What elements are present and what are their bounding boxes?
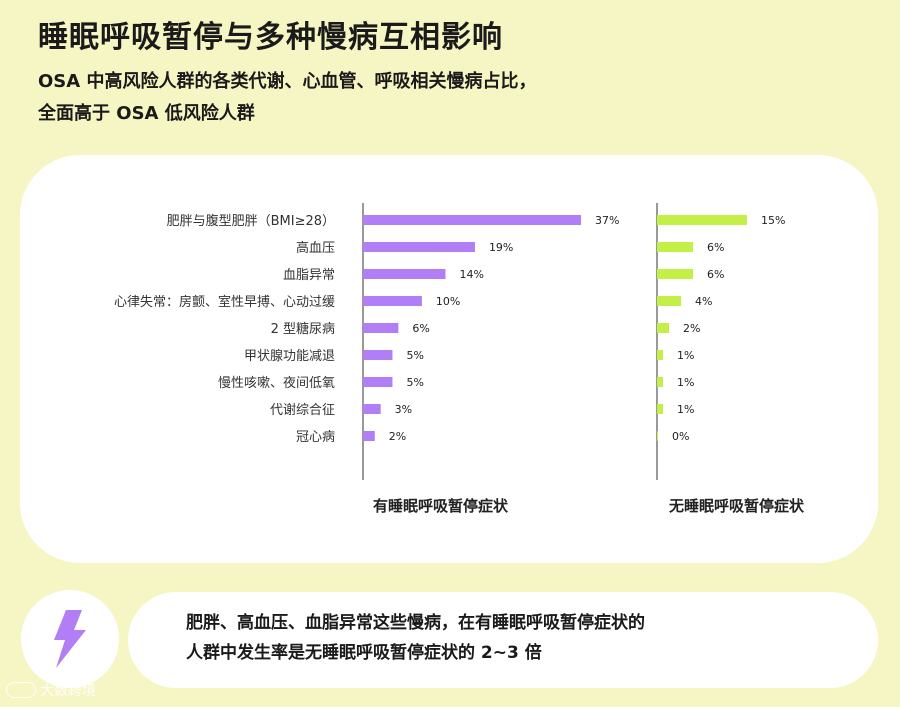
- category-label: 高血压: [296, 240, 335, 256]
- lightning-icon: [54, 610, 86, 668]
- data-label-series-1: 19%: [489, 241, 513, 254]
- watermark-logo-icon: [6, 682, 36, 698]
- footer-line-1: 肥胖、高血压、血脂异常这些慢病，在有睡眠呼吸暂停症状的: [186, 613, 645, 633]
- bar-series-2: [657, 242, 693, 252]
- data-label-series-2: 0%: [672, 430, 689, 443]
- footer-note: 肥胖、高血压、血脂异常这些慢病，在有睡眠呼吸暂停症状的 人群中发生率是无睡眠呼吸…: [128, 592, 878, 688]
- bar-series-1: [363, 269, 446, 279]
- data-label-series-1: 5%: [406, 349, 423, 362]
- footer-icon-circle: [21, 590, 119, 688]
- category-label: 冠心病: [296, 430, 335, 445]
- bar-series-1: [363, 242, 475, 252]
- watermark: 大数跨境: [6, 680, 96, 700]
- subtitle-line-1: OSA 中高风险人群的各类代谢、心血管、呼吸相关慢病占比，: [38, 71, 537, 92]
- data-label-series-2: 4%: [695, 295, 712, 308]
- bar-series-2: [657, 323, 669, 333]
- data-label-series-2: 6%: [707, 241, 724, 254]
- category-label: 肥胖与腹型肥胖（BMI≥28）: [167, 213, 335, 229]
- category-label: 慢性咳嗽、夜间低氧: [218, 375, 335, 391]
- page-subtitle: OSA 中高风险人群的各类代谢、心血管、呼吸相关慢病占比， 全面高于 OSA 低…: [38, 66, 536, 130]
- data-label-series-1: 10%: [436, 295, 460, 308]
- data-label-series-1: 3%: [395, 403, 412, 416]
- data-label-series-2: 1%: [677, 403, 694, 416]
- page-title: 睡眠呼吸暂停与多种慢病互相影响: [38, 20, 503, 55]
- category-label: 2 型糖尿病: [271, 321, 335, 337]
- data-label-series-1: 37%: [595, 214, 619, 227]
- bar-series-2: [657, 404, 663, 414]
- data-label-series-1: 2%: [389, 430, 406, 443]
- bar-series-2: [657, 215, 747, 225]
- category-label: 血脂异常: [283, 268, 335, 283]
- category-label: 心律失常：房颤、室性早搏、心动过缓: [114, 294, 335, 310]
- bar-series-2: [657, 350, 663, 360]
- watermark-text: 大数跨境: [40, 683, 96, 699]
- bar-series-2: [657, 377, 663, 387]
- bar-series-1: [363, 404, 381, 414]
- bar-series-1: [363, 215, 581, 225]
- data-label-series-2: 1%: [677, 349, 694, 362]
- footer-text: 肥胖、高血压、血脂异常这些慢病，在有睡眠呼吸暂停症状的 人群中发生率是无睡眠呼吸…: [186, 608, 826, 668]
- data-label-series-1: 14%: [459, 268, 483, 281]
- bar-series-1: [363, 296, 422, 306]
- bar-series-2: [657, 431, 658, 441]
- footer-line-2: 人群中发生率是无睡眠呼吸暂停症状的 2~3 倍: [186, 643, 542, 663]
- bar-series-1: [363, 323, 399, 333]
- bar-series-1: [363, 431, 375, 441]
- bar-chart: 肥胖与腹型肥胖（BMI≥28） 37% 15% 高血压 19% 6% 血脂异常 14% 6% 心律…: [114, 203, 805, 515]
- data-label-series-1: 5%: [406, 376, 423, 389]
- category-label: 代谢综合征: [270, 402, 335, 418]
- series-label-1: 有睡眠呼吸暂停症状: [373, 497, 509, 515]
- data-label-series-2: 6%: [707, 268, 724, 281]
- data-label-series-2: 1%: [677, 376, 694, 389]
- bar-series-1: [363, 350, 393, 360]
- data-label-series-1: 6%: [412, 322, 429, 335]
- bar-series-2: [657, 296, 681, 306]
- category-label: 甲状腺功能减退: [244, 349, 335, 364]
- bar-series-1: [363, 377, 393, 387]
- data-label-series-2: 15%: [761, 214, 785, 227]
- data-label-series-2: 2%: [683, 322, 700, 335]
- series-label-2: 无睡眠呼吸暂停症状: [668, 497, 805, 515]
- chart-card: 肥胖与腹型肥胖（BMI≥28） 37% 15% 高血压 19% 6% 血脂异常 14% 6% 心律…: [20, 155, 878, 563]
- subtitle-line-2: 全面高于 OSA 低风险人群: [38, 103, 255, 124]
- bar-series-2: [657, 269, 693, 279]
